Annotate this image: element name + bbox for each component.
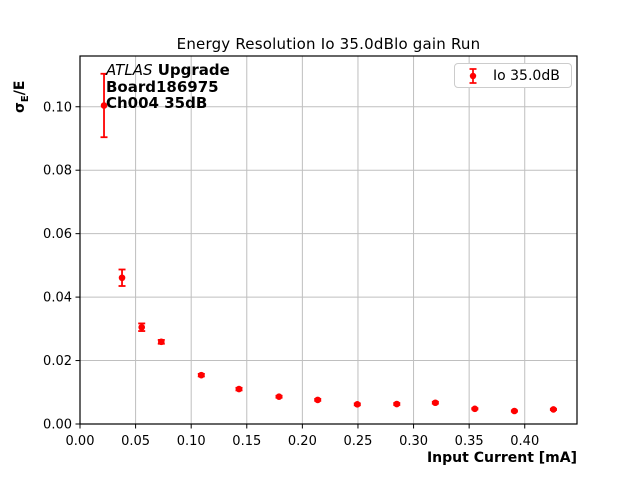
y-axis-label: σE/E	[12, 81, 31, 113]
axes-spines	[79, 55, 578, 425]
data-point	[157, 338, 165, 346]
x-tick-label: 0.30	[399, 434, 428, 449]
y-axis-label-sigma: σ	[12, 102, 28, 113]
x-tick-label: 0.25	[343, 434, 372, 449]
x-axis-label: Input Current [mA]	[426, 450, 577, 466]
y-tick-label: 0.08	[43, 164, 72, 179]
chart-title: Energy Resolution Io 35.0dBlo gain Run	[176, 35, 481, 53]
data-point	[235, 385, 243, 393]
x-tick-label: 0.05	[121, 434, 150, 449]
data-point	[100, 102, 108, 109]
x-tick-label: 0.15	[232, 434, 261, 449]
x-tick-label: 0.40	[510, 434, 539, 449]
y-tick-label: 0.02	[43, 354, 72, 369]
y-tick-label: 0.06	[43, 227, 72, 242]
annotation-line-3: Ch004 35dB	[106, 94, 208, 112]
data-point	[198, 371, 205, 379]
x-tick-label: 0.35	[455, 434, 484, 449]
legend-errorbar-icon	[469, 67, 477, 84]
annotation-experiment-name: ATLAS	[106, 61, 153, 79]
y-tick-label: 0.00	[43, 418, 72, 433]
legend-box: Io 35.0dB	[454, 63, 572, 88]
data-point	[471, 405, 479, 413]
x-tick-label: 0.10	[177, 434, 206, 449]
x-tick-label: 0.00	[66, 434, 95, 449]
y-axis-label-subscript: E	[19, 95, 31, 103]
data-point	[432, 399, 439, 407]
data-point	[275, 393, 283, 401]
y-tick-label: 0.10	[43, 100, 72, 115]
annotation-upgrade-label: Upgrade	[152, 61, 230, 79]
annotation-line-2: Board186975	[106, 77, 219, 96]
annotation-line-1: ATLAS Upgrade	[106, 62, 230, 79]
data-point	[138, 323, 146, 331]
data-point	[353, 401, 361, 408]
x-tick-label: 0.20	[288, 434, 317, 449]
data-point	[550, 406, 557, 413]
y-tick-label: 0.04	[43, 291, 72, 306]
annotation-block: ATLAS Upgrade Board186975 Ch004 35dB	[106, 62, 230, 112]
legend-entry-label: Io 35.0dB	[493, 67, 560, 84]
data-point	[511, 407, 518, 415]
y-axis-label-rest: /E	[12, 80, 28, 96]
data-point	[118, 274, 126, 282]
data-point	[314, 396, 322, 404]
data-point	[393, 400, 401, 408]
